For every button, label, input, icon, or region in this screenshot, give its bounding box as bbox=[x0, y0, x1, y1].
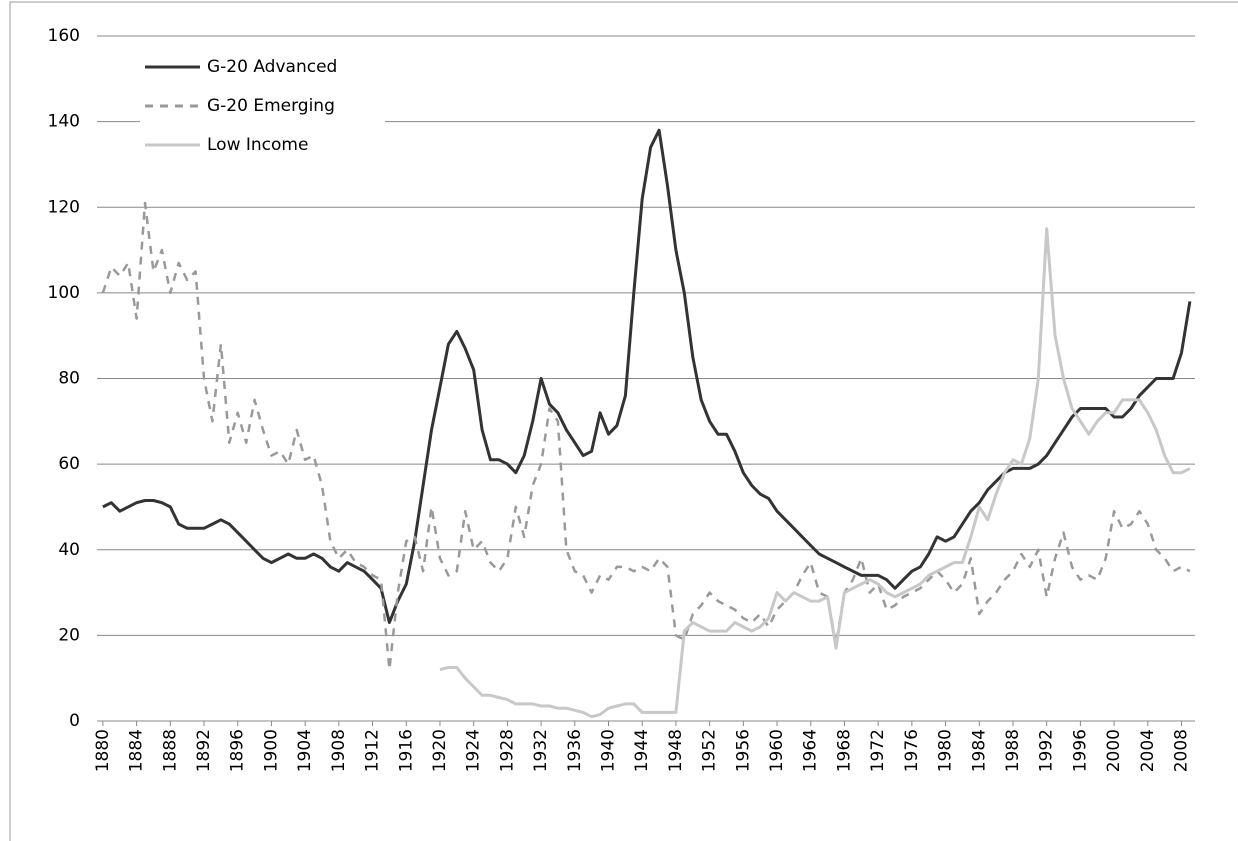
x-tick-label: 1936 bbox=[565, 729, 585, 772]
line-series bbox=[101, 201, 1191, 671]
x-tick-label: 1896 bbox=[228, 729, 248, 772]
y-tick-label: 100 bbox=[48, 283, 80, 303]
x-tick-label: 1992 bbox=[1037, 729, 1057, 772]
chart-border bbox=[9, 1, 1238, 841]
x-tick-label: 1940 bbox=[599, 729, 619, 772]
y-tick-label: 0 bbox=[69, 711, 80, 731]
x-tick-label: 1968 bbox=[834, 729, 854, 772]
x-tick-label: 2008 bbox=[1172, 729, 1192, 772]
x-tick-label: 1900 bbox=[261, 729, 281, 772]
x-tick-label: 1948 bbox=[666, 729, 686, 772]
x-tick-label: 1888 bbox=[160, 729, 180, 772]
y-tick-label: 40 bbox=[58, 540, 80, 560]
legend-label: Low Income bbox=[207, 135, 308, 155]
x-tick-label: 1952 bbox=[700, 729, 720, 772]
y-tick-label: 120 bbox=[48, 197, 80, 217]
x-tick-label: 1944 bbox=[632, 729, 652, 772]
y-tick-label: 60 bbox=[58, 454, 80, 474]
y-tick-label: 160 bbox=[48, 26, 80, 46]
y-tick-label: 140 bbox=[48, 112, 80, 132]
x-tick-label: 1996 bbox=[1070, 729, 1090, 772]
x-tick-label: 1884 bbox=[127, 729, 147, 772]
line-series bbox=[102, 128, 1192, 624]
x-tick-label: 1976 bbox=[902, 729, 922, 772]
x-tick-label: 1932 bbox=[531, 729, 551, 772]
x-tick-label: 1916 bbox=[396, 729, 416, 772]
x-tick-label: 1984 bbox=[969, 729, 989, 772]
x-tick-label: 1960 bbox=[767, 729, 787, 772]
x-tick-label: 1892 bbox=[194, 729, 214, 772]
x-tick-label: 1972 bbox=[868, 729, 888, 772]
x-tick-label: 1924 bbox=[464, 729, 484, 772]
x-tick-label: 1880 bbox=[93, 729, 113, 772]
legend-label: G-20 Emerging bbox=[207, 96, 335, 116]
x-tick-label: 1956 bbox=[733, 729, 753, 772]
x-tick-label: 1912 bbox=[363, 729, 383, 772]
x-tick-label: 1920 bbox=[430, 729, 450, 772]
x-tick-label: 2004 bbox=[1138, 729, 1158, 772]
x-tick-label: 2000 bbox=[1104, 729, 1124, 772]
y-tick-label: 20 bbox=[58, 625, 80, 645]
y-tick-label: 80 bbox=[58, 369, 80, 389]
x-tick-label: 1908 bbox=[329, 729, 349, 772]
x-tick-label: 1928 bbox=[497, 729, 517, 772]
x-tick-label: 1980 bbox=[936, 729, 956, 772]
x-tick-label: 1904 bbox=[295, 729, 315, 772]
legend-label: G-20 Advanced bbox=[207, 57, 337, 77]
x-tick-label: 1964 bbox=[801, 729, 821, 772]
line-series bbox=[439, 227, 1191, 719]
x-tick-label: 1988 bbox=[1003, 729, 1023, 772]
